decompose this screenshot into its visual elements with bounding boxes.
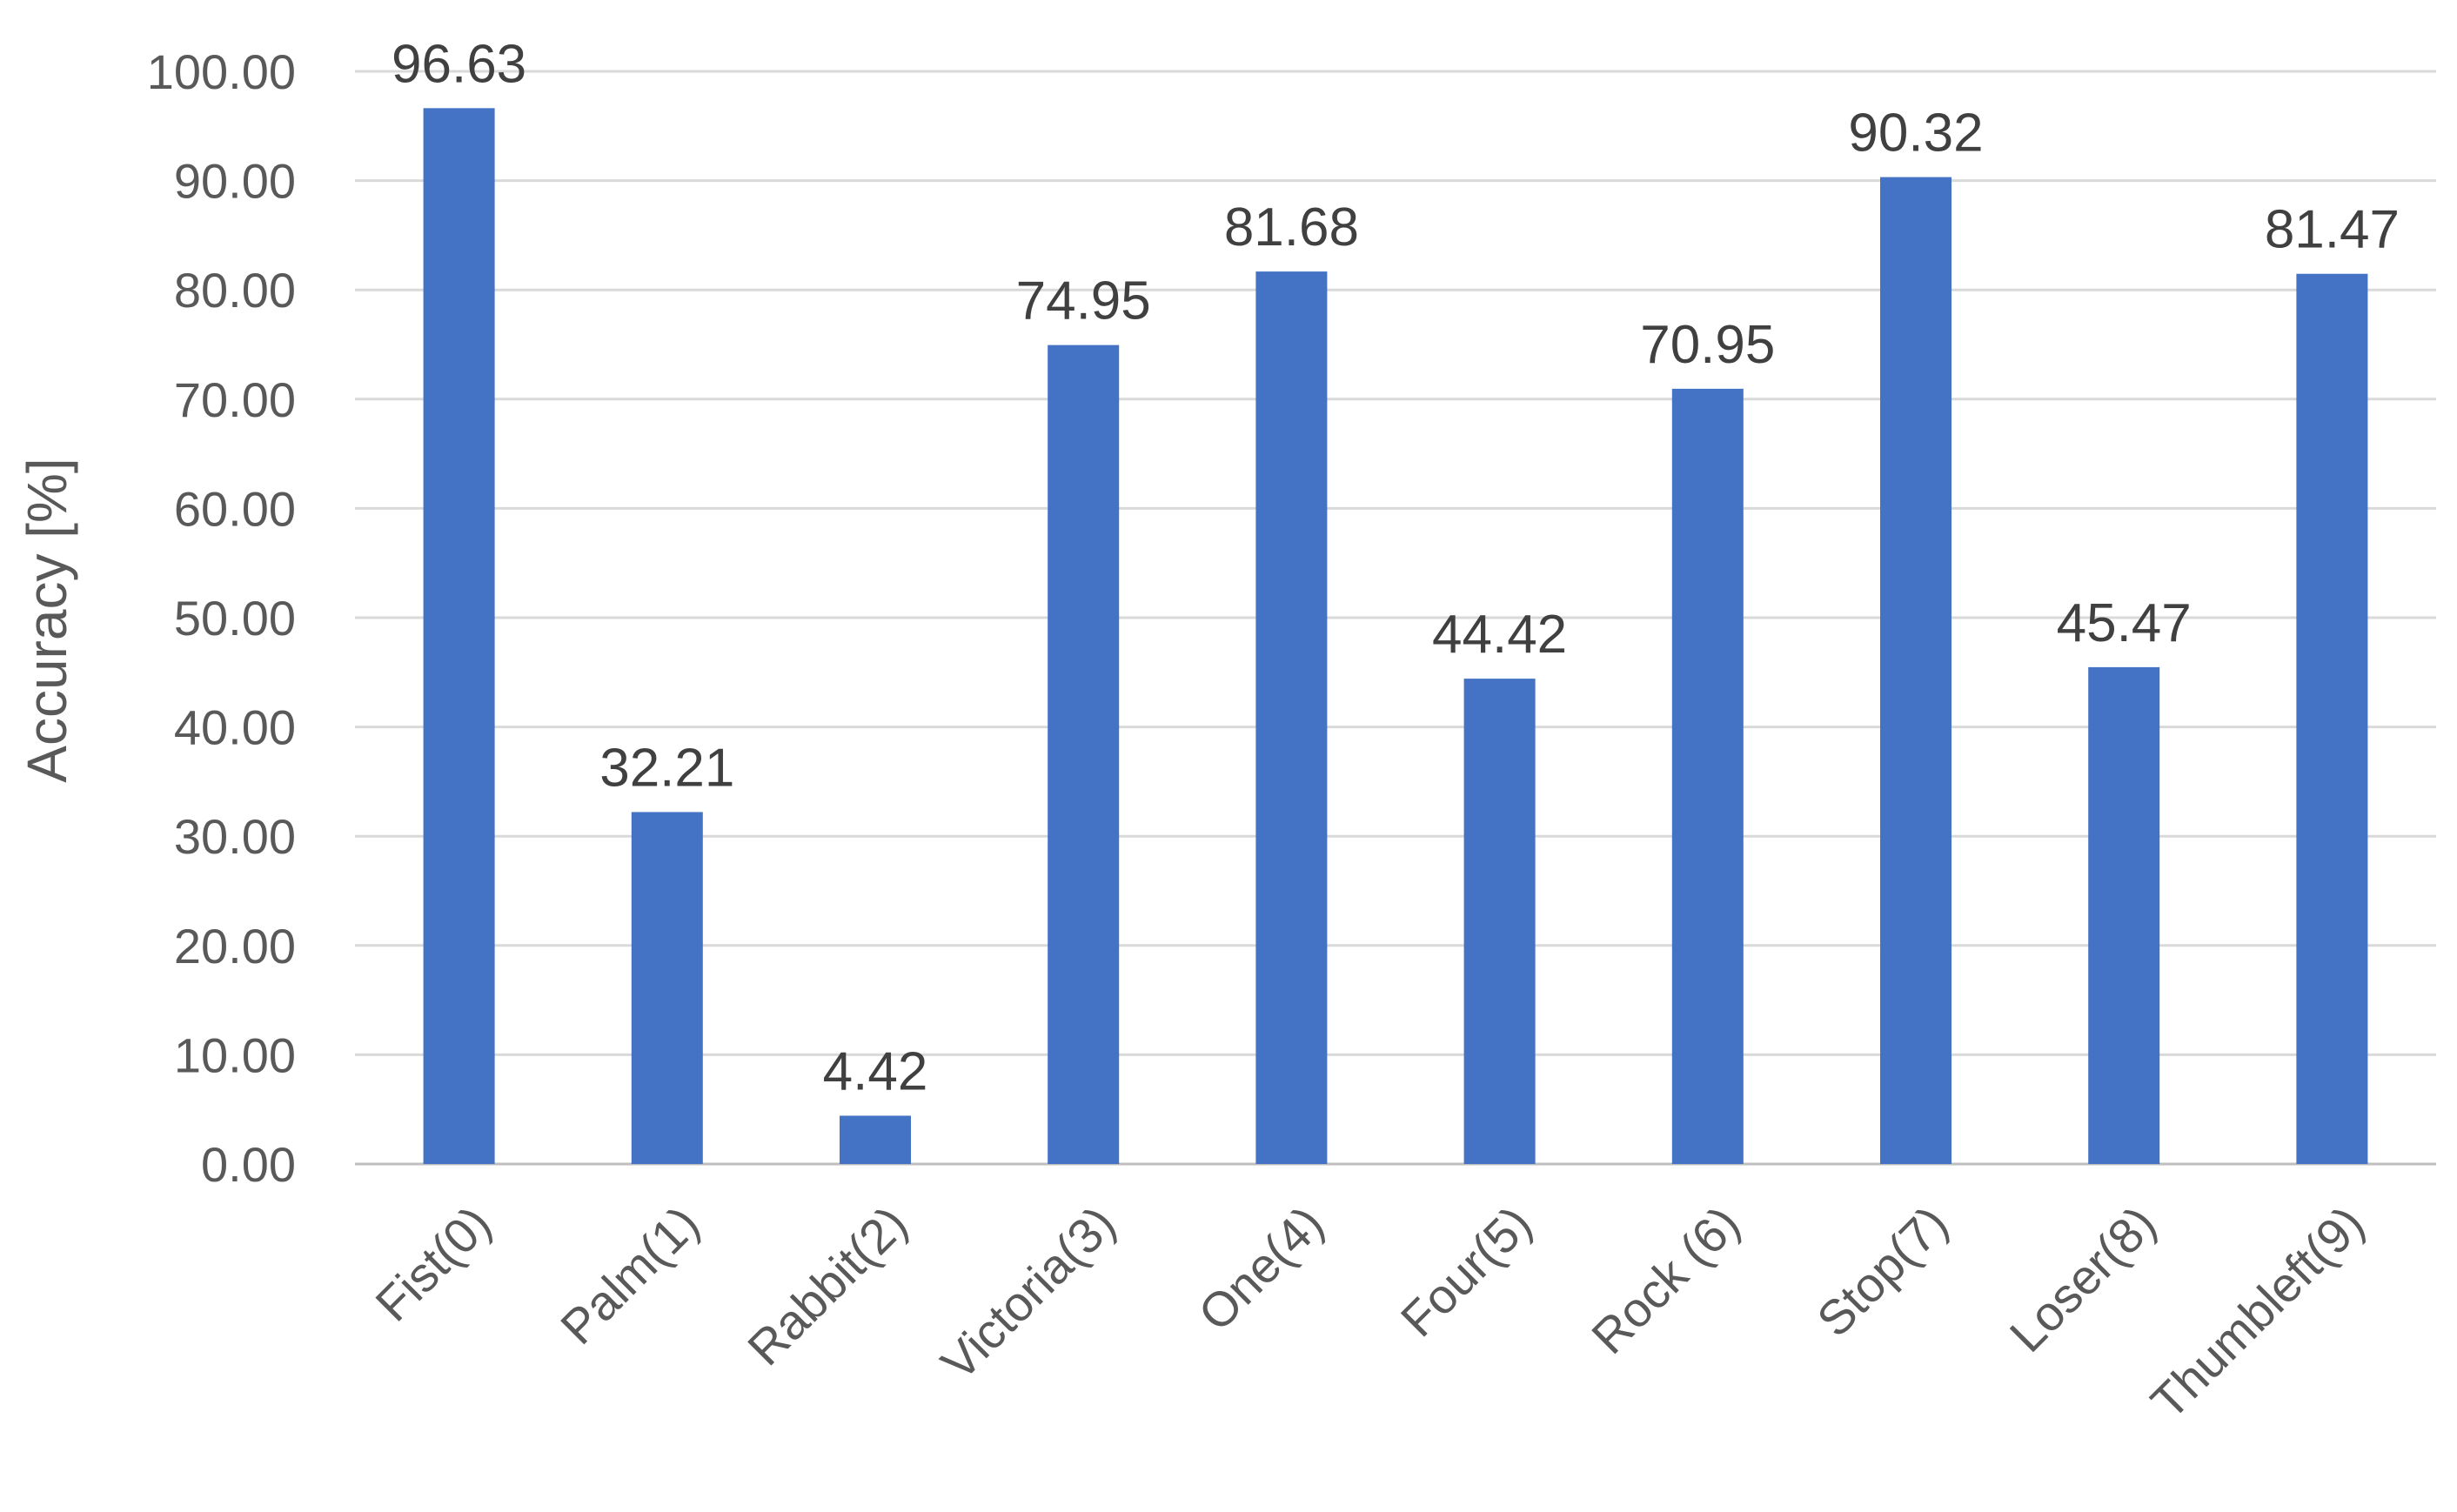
bar [1255, 271, 1328, 1164]
y-tick-label: 50.00 [174, 591, 296, 646]
y-tick-label: 80.00 [174, 263, 296, 318]
y-tick-label: 60.00 [174, 481, 296, 536]
y-axis-ticks: 0.00 10.00 20.00 30.00 40.00 50.00 60.00 70.00 8… [147, 44, 296, 1192]
y-tick-label: 70.00 [174, 372, 296, 427]
y-tick-label: 90.00 [174, 154, 296, 209]
x-tick-label: One(4) [1188, 1195, 1334, 1341]
bar [1463, 679, 1536, 1164]
data-label: 44.42 [1432, 605, 1567, 665]
data-label: 81.68 [1224, 197, 1359, 258]
bars [423, 108, 2368, 1165]
x-tick-label: Fist(0) [365, 1195, 501, 1332]
bar [423, 108, 495, 1165]
y-tick-label: 0.00 [201, 1137, 296, 1192]
data-label: 90.32 [1848, 104, 1983, 164]
x-tick-label: Victoria(3) [930, 1195, 1125, 1390]
x-tick-label: Rabbit(2) [737, 1195, 917, 1375]
x-tick-label: Four(5) [1390, 1195, 1542, 1347]
x-tick-label: Palm(1) [550, 1195, 709, 1355]
bar [631, 812, 703, 1164]
data-label: 70.95 [1640, 315, 1775, 375]
data-label: 74.95 [1016, 271, 1151, 331]
bar [2296, 273, 2368, 1164]
y-tick-label: 40.00 [174, 700, 296, 755]
data-labels: 96.63 32.21 4.42 74.95 81.68 44.42 70.95 90.32 4… [392, 34, 2400, 1101]
bar [1880, 177, 1952, 1164]
x-tick-label: Rock (6) [1581, 1195, 1750, 1364]
x-tick-label: Thumbleft(9) [2140, 1195, 2374, 1429]
x-tick-label: Loser(8) [1999, 1195, 2166, 1362]
bar [1048, 345, 1120, 1164]
bar [2088, 666, 2160, 1164]
y-axis-label: Accuracy [%] [16, 458, 78, 782]
data-label: 4.42 [823, 1041, 928, 1101]
y-tick-label: 10.00 [174, 1027, 296, 1082]
data-label: 45.47 [2057, 593, 2192, 653]
y-tick-label: 30.00 [174, 809, 296, 864]
bar [840, 1115, 911, 1164]
data-label: 81.47 [2265, 200, 2400, 260]
bar [1671, 388, 1744, 1164]
y-tick-label: 100.00 [147, 44, 296, 99]
x-axis-ticks: Fist(0) Palm(1) Rabbit(2) Victoria(3) One(4)… [365, 1195, 2374, 1429]
data-label: 32.21 [599, 738, 734, 798]
y-tick-label: 20.00 [174, 919, 296, 973]
x-tick-label: Stop(7) [1806, 1195, 1958, 1347]
data-label: 96.63 [392, 34, 526, 94]
